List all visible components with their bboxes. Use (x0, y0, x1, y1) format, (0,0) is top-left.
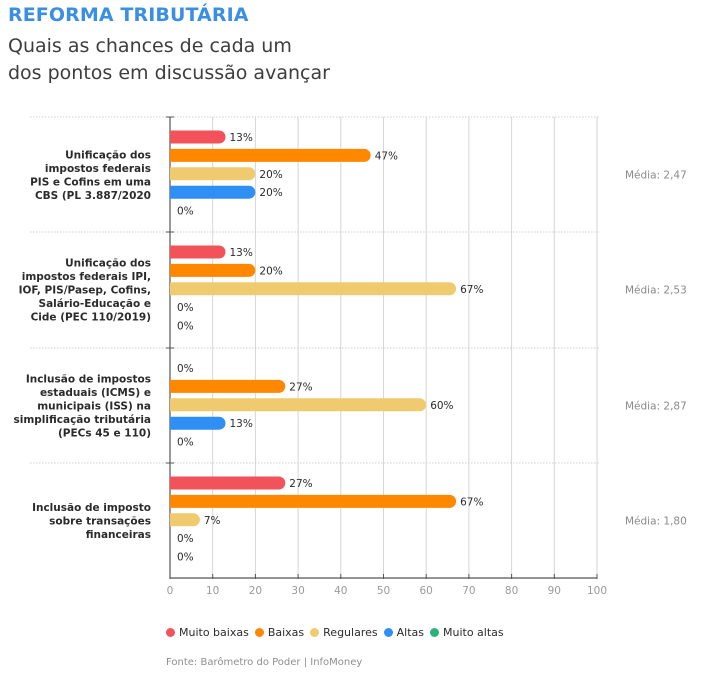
x-tick-label: 0 (167, 585, 174, 597)
category-label: Unificação dos (65, 149, 151, 161)
source-note: Fonte: Barômetro do Poder | InfoMoney (166, 657, 363, 668)
legend-item: Baixas (254, 626, 305, 639)
category-label: Salário-Educação e (39, 298, 151, 310)
legend-label: Regulares (323, 626, 378, 639)
category-label: Inclusão de impostos (26, 374, 151, 386)
bar-regulares (170, 398, 427, 412)
bar-regulares (170, 167, 256, 181)
legend-label: Muito altas (442, 626, 504, 639)
data-label: 0% (177, 321, 194, 333)
data-label: 13% (230, 132, 253, 144)
data-label: 27% (289, 478, 312, 490)
data-label: 13% (230, 247, 253, 259)
data-label: 0% (177, 552, 194, 564)
x-tick-label: 90 (548, 585, 561, 597)
data-label: 0% (177, 206, 194, 218)
category-label: Cide (PEC 110/2019) (31, 312, 151, 324)
category-label: Unificação dos (65, 258, 151, 270)
legend-item: Regulares (310, 626, 378, 639)
legend-item: Muito baixas (166, 626, 249, 639)
data-label: 67% (460, 496, 483, 508)
bar-regulares (170, 513, 200, 527)
mean-label: Média: 2,47 (625, 170, 687, 182)
data-label: 13% (230, 418, 253, 430)
category-label: Inclusão de imposto (32, 502, 151, 514)
data-label: 0% (177, 302, 194, 314)
bar-regulares (170, 282, 457, 296)
category-label: sobre transações (49, 516, 151, 528)
category-label: financeiras (86, 529, 151, 541)
data-label: 47% (375, 150, 398, 162)
category-label: municipais (ISS) na (37, 401, 151, 413)
bar-muito-baixas (170, 476, 286, 490)
data-label: 20% (259, 187, 282, 199)
legend-dot-icon (254, 628, 264, 637)
subtitle-line: dos pontos em discussão avançar (8, 62, 330, 84)
chart-legend: Muito baixas Baixas Regulares Altas Muito al… (166, 626, 504, 639)
data-label: 20% (259, 265, 282, 277)
bar-baixas (170, 263, 256, 277)
mean-label: Média: 1,80 (625, 516, 687, 528)
category-label: estaduais (ICMS) e (40, 387, 151, 399)
data-label: 0% (177, 437, 194, 449)
data-label: 0% (177, 363, 194, 375)
data-label: 60% (430, 400, 453, 412)
subtitle-line: Quais as chances de cada um (8, 35, 292, 57)
data-label: 20% (259, 169, 282, 181)
category-label: impostos federais IPI, (22, 271, 151, 283)
x-tick-label: 10 (206, 585, 219, 597)
chart-subtitle: Quais as chances de cada um dos pontos e… (8, 33, 428, 87)
bar-baixas (170, 148, 371, 162)
legend-dot-icon (310, 628, 320, 637)
bar-baixas (170, 379, 286, 393)
legend-item: Muito altas (429, 626, 504, 639)
x-tick-label: 30 (291, 585, 304, 597)
bar-muito-baixas (170, 130, 226, 144)
x-tick-label: 80 (505, 585, 518, 597)
legend-label: Altas (396, 626, 424, 639)
bar-altas (170, 416, 226, 430)
x-tick-label: 40 (334, 585, 347, 597)
category-label: (PECs 45 e 110) (58, 428, 151, 440)
legend-label: Baixas (267, 626, 305, 639)
legend-label: Muito baixas (179, 626, 249, 639)
legend-dot-icon (429, 628, 439, 637)
data-label: 0% (177, 533, 194, 545)
category-label: PIS e Cofins em uma (30, 176, 151, 188)
category-label: impostos federais (45, 163, 151, 175)
category-label: simplificação tributária (13, 414, 151, 426)
data-label: 7% (204, 515, 221, 527)
mean-label: Média: 2,53 (625, 285, 687, 297)
category-label: IOF, PIS/Pasep, Cofins, (19, 285, 151, 297)
category-label: CBS (PL 3.887/2020 (35, 190, 151, 202)
bar-altas (170, 185, 256, 199)
bar-muito-baixas (170, 245, 226, 259)
x-tick-label: 100 (587, 585, 607, 597)
chart-kicker-title: REFORMA TRIBUTÁRIA (8, 4, 249, 26)
data-label: 27% (289, 381, 312, 393)
x-tick-label: 50 (377, 585, 390, 597)
bar-baixas (170, 494, 457, 508)
x-tick-label: 70 (462, 585, 475, 597)
legend-dot-icon (383, 628, 393, 637)
x-tick-label: 20 (249, 585, 262, 597)
legend-item: Altas (383, 626, 424, 639)
data-label: 67% (460, 284, 483, 296)
legend-dot-icon (166, 628, 175, 637)
mean-label: Média: 2,87 (625, 401, 687, 413)
x-tick-label: 60 (420, 585, 433, 597)
